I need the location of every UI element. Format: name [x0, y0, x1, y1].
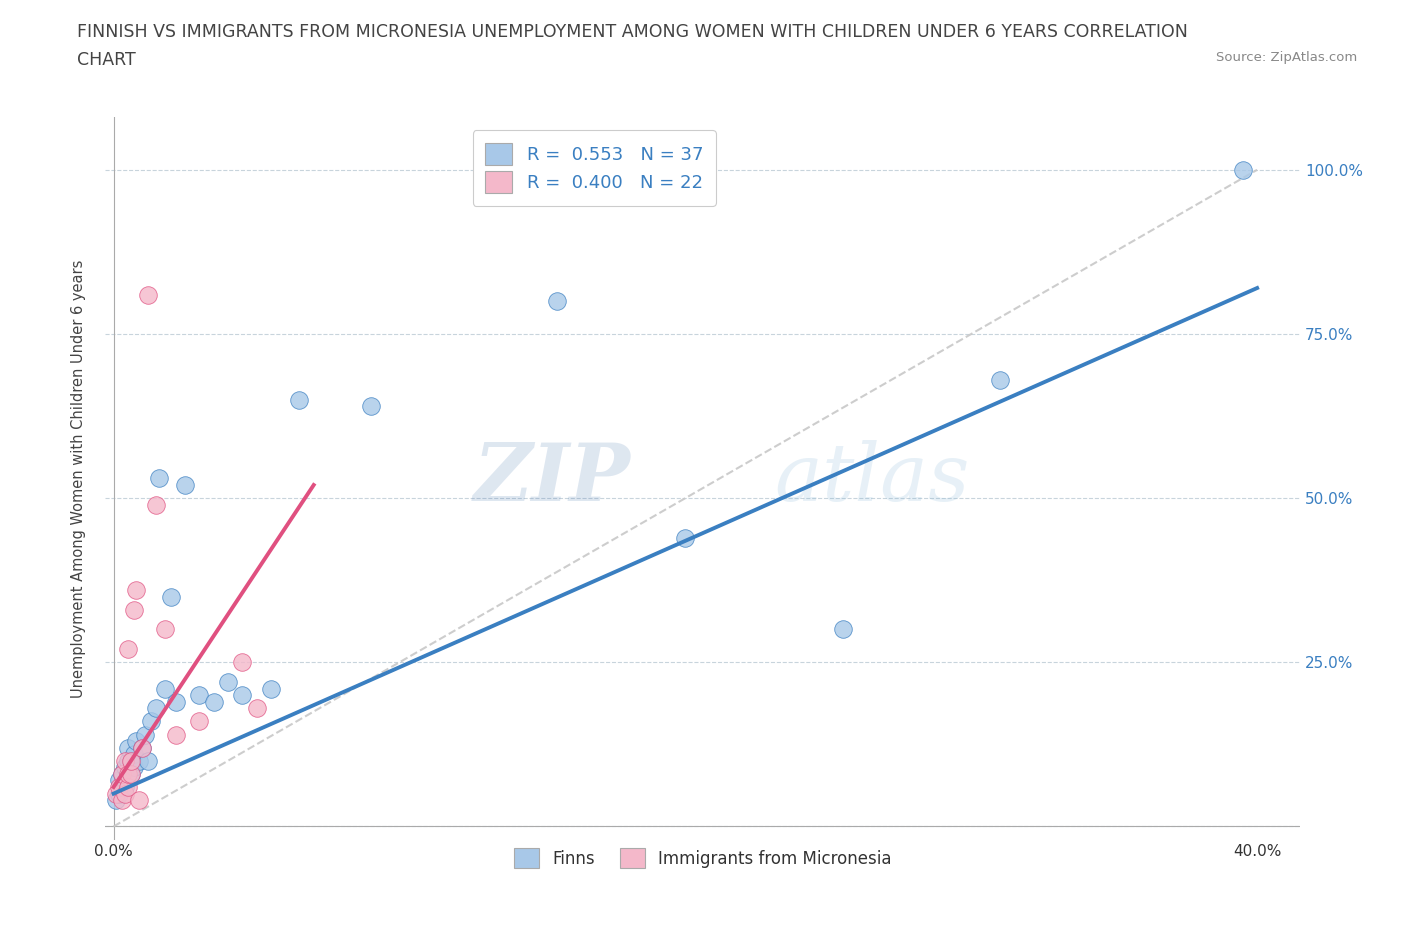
Point	[105, 792, 128, 807]
Point	[245, 701, 267, 716]
Point	[360, 399, 382, 414]
Point	[131, 740, 153, 755]
Point	[111, 779, 134, 794]
Text: ZIP: ZIP	[474, 440, 631, 517]
Point	[174, 478, 197, 493]
Point	[136, 287, 159, 302]
Point	[111, 792, 134, 807]
Point	[128, 792, 150, 807]
Point	[114, 779, 136, 794]
Point	[111, 766, 134, 781]
Point	[546, 294, 568, 309]
Point	[217, 674, 239, 689]
Point	[188, 687, 211, 702]
Point	[1232, 163, 1254, 178]
Point	[117, 642, 139, 657]
Point	[153, 681, 176, 696]
Point	[166, 695, 188, 710]
Point	[145, 498, 167, 512]
Point	[108, 786, 131, 801]
Point	[111, 766, 134, 781]
Point	[117, 766, 139, 781]
Point	[125, 734, 148, 749]
Point	[148, 471, 170, 485]
Point	[117, 753, 139, 768]
Point	[231, 655, 253, 670]
Point	[131, 740, 153, 755]
Point	[831, 622, 853, 637]
Point	[120, 753, 142, 768]
Point	[128, 753, 150, 768]
Point	[122, 603, 145, 618]
Point	[988, 373, 1011, 388]
Text: FINNISH VS IMMIGRANTS FROM MICRONESIA UNEMPLOYMENT AMONG WOMEN WITH CHILDREN UND: FINNISH VS IMMIGRANTS FROM MICRONESIA UN…	[77, 23, 1188, 41]
Point	[136, 753, 159, 768]
Y-axis label: Unemployment Among Women with Children Under 6 years: Unemployment Among Women with Children U…	[72, 259, 86, 698]
Legend: Finns, Immigrants from Micronesia: Finns, Immigrants from Micronesia	[503, 838, 901, 878]
Point	[159, 590, 181, 604]
Point	[673, 530, 696, 545]
Point	[145, 701, 167, 716]
Point	[114, 753, 136, 768]
Text: Source: ZipAtlas.com: Source: ZipAtlas.com	[1216, 51, 1357, 64]
Point	[153, 622, 176, 637]
Point	[105, 786, 128, 801]
Point	[120, 766, 142, 781]
Point	[139, 714, 162, 729]
Text: atlas: atlas	[775, 440, 970, 517]
Point	[125, 582, 148, 597]
Point	[260, 681, 283, 696]
Point	[166, 727, 188, 742]
Point	[122, 760, 145, 775]
Point	[114, 760, 136, 775]
Point	[114, 786, 136, 801]
Point	[122, 747, 145, 762]
Text: CHART: CHART	[77, 51, 136, 69]
Point	[108, 773, 131, 788]
Point	[117, 740, 139, 755]
Point	[120, 753, 142, 768]
Point	[134, 727, 156, 742]
Point	[288, 392, 311, 407]
Point	[202, 695, 225, 710]
Point	[231, 687, 253, 702]
Point	[108, 779, 131, 794]
Point	[188, 714, 211, 729]
Point	[117, 779, 139, 794]
Point	[120, 766, 142, 781]
